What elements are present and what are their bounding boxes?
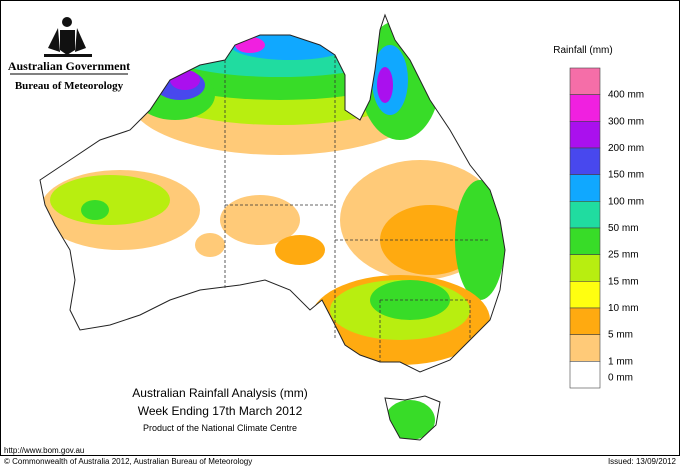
legend-label: 100 mm <box>608 196 644 207</box>
title-line2: Week Ending 17th March 2012 <box>138 404 303 418</box>
url: http://www.bom.gov.au <box>4 446 84 455</box>
legend-label: 25 mm <box>608 250 639 261</box>
legend-swatch <box>569 361 601 389</box>
legend-label: 15 mm <box>608 276 639 287</box>
issued: Issued: 13/09/2012 <box>608 457 677 466</box>
title-line3: Product of the National Climate Centre <box>143 423 297 433</box>
agency: Bureau of Meteorology <box>15 80 124 92</box>
legend-label: 200 mm <box>608 143 644 154</box>
legend-swatch <box>569 334 601 362</box>
legend: 400 mm 300 mm 200 mm 150 mm 100 mm 50 mm 25 mm… <box>569 67 644 389</box>
legend-swatch <box>569 254 601 282</box>
legend-swatch <box>569 67 601 95</box>
legend-label: 10 mm <box>608 303 639 314</box>
legend-swatch <box>569 94 601 122</box>
legend-swatch <box>569 307 601 335</box>
legend-label: 5 mm <box>608 330 633 341</box>
legend-swatch <box>569 281 601 309</box>
legend-label: 400 mm <box>608 90 644 101</box>
coat-of-arms <box>44 17 92 57</box>
legend-title: Rainfall (mm) <box>553 45 612 56</box>
government: Australian Government <box>8 59 130 73</box>
legend-label: 300 mm <box>608 116 644 127</box>
legend-swatch <box>569 227 601 255</box>
legend-swatch <box>569 174 601 202</box>
legend-label: 1 mm <box>608 356 633 367</box>
legend-label: 150 mm <box>608 170 644 181</box>
legend-swatch <box>569 121 601 149</box>
title-line1: Australian Rainfall Analysis (mm) <box>132 386 307 400</box>
legend-swatch <box>569 201 601 229</box>
copyright: © Commonwealth of Australia 2012, Austra… <box>4 457 252 466</box>
legend-swatch <box>569 147 601 175</box>
legend-label: 0 mm <box>608 372 633 383</box>
state-borders <box>224 55 490 362</box>
legend-label: 50 mm <box>608 223 639 234</box>
